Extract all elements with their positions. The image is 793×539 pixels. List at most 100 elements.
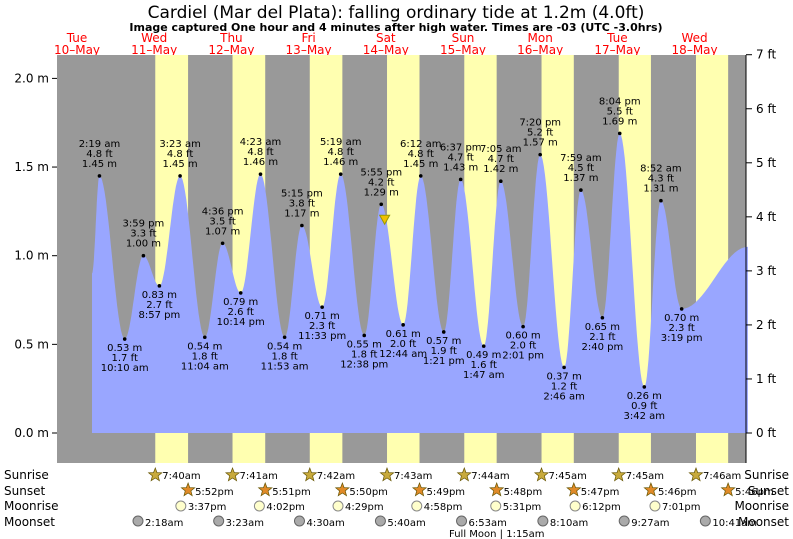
sunset-time: 5:50pm (349, 487, 388, 498)
tide-label: 0.26 m (627, 391, 662, 402)
day-date: 10–May (54, 43, 100, 57)
day-date: 15–May (440, 43, 486, 57)
tide-label: 1.69 m (602, 116, 637, 127)
sunset-row-label-right: Sunset (748, 484, 789, 498)
sunrise-row-label-left: Sunrise (4, 468, 49, 482)
tide-label: 3:19 pm (661, 333, 703, 344)
tide-label: 5.5 ft (607, 106, 633, 117)
tide-label: 4.7 ft (448, 152, 474, 163)
tide-point (157, 284, 162, 288)
day-name: Sun (452, 31, 475, 45)
tide-point (458, 177, 463, 182)
tide-label: 2.0 ft (510, 341, 536, 352)
day-name: Wed (141, 31, 167, 45)
sunset-time: 5:46pm (658, 487, 697, 498)
moonrise-row-label-left: Moonrise (4, 499, 59, 513)
tide-label: 8:04 pm (599, 96, 641, 107)
sunrise-icon (224, 467, 241, 482)
sunset-time: 5:52pm (195, 487, 234, 498)
tide-label: 3:59 pm (123, 219, 165, 230)
tide-point (238, 291, 243, 295)
sunrise-time: 7:45am (549, 471, 587, 482)
tide-label: 0.9 ft (631, 401, 657, 412)
moonrise-icon (332, 500, 344, 512)
sunrise-time: 7:41am (240, 471, 278, 482)
sunset-time: 5:46pm (735, 487, 774, 498)
sunset-icon (257, 482, 273, 497)
tide-label: 1.45 m (82, 159, 117, 170)
tide-label: 7:59 am (560, 153, 602, 164)
tide-point (97, 174, 102, 178)
tide-label: 12:38 pm (340, 359, 388, 370)
tide-area (92, 133, 748, 433)
moonset-icon (456, 515, 468, 527)
tide-point (379, 202, 384, 207)
tide-label: 0.37 m (547, 371, 582, 382)
tide-label: 1.00 m (126, 239, 161, 250)
tide-label: 1.31 m (643, 184, 678, 195)
tide-point (679, 307, 684, 311)
moonset-time: 6:53am (469, 518, 507, 529)
sunset-icon (566, 482, 582, 497)
tide-point (642, 385, 647, 389)
y-tick-label-right: 6 ft (756, 102, 776, 116)
moonrise-time: 3:37pm (188, 502, 227, 513)
astro-rows: Sunrise Sunset Moonrise Moonset Sunrise … (4, 467, 789, 539)
tide-label: 2.3 ft (668, 323, 694, 334)
tide-label: 2.0 ft (390, 339, 416, 350)
tide-point (300, 223, 304, 228)
sunrise-icon (379, 467, 395, 482)
day-date: 16–May (517, 43, 563, 57)
sunrise-time: 7:42am (317, 471, 355, 482)
tide-label: 2:40 pm (582, 342, 624, 353)
tide-label: 0.70 m (664, 313, 699, 324)
tide-label: 3:42 am (624, 411, 666, 422)
tide-point (617, 131, 622, 136)
tide-label: 3.5 ft (209, 216, 235, 227)
moonrise-time: 4:02pm (266, 502, 305, 513)
tide-label: 1.17 m (284, 209, 319, 220)
tide-point (441, 330, 446, 334)
y-tick-label-right: 4 ft (756, 210, 776, 224)
sunset-icon (334, 482, 350, 497)
tide-point (521, 324, 525, 329)
tide-point (498, 179, 503, 184)
tide-label: 6:12 am (400, 139, 442, 150)
tide-label: 1.45 m (403, 159, 438, 170)
moonset-icon (374, 515, 386, 527)
day-date: 12–May (208, 43, 254, 57)
day-date: 11–May (131, 43, 177, 57)
day-name: Tue (66, 31, 88, 45)
tide-label: 0.57 m (426, 336, 461, 347)
day-date: 18–May (672, 43, 718, 57)
moonset-time: 10:41am (712, 518, 757, 529)
tide-label: 6:37 pm (440, 142, 482, 153)
y-tick-label-right: 2 ft (756, 318, 776, 332)
tide-label: 1.42 m (483, 164, 518, 175)
moonset-row-label-left: Moonset (4, 515, 55, 529)
day-name: Thu (219, 31, 243, 45)
moonrise-icon (175, 500, 187, 512)
sunset-icon (180, 482, 196, 497)
moonset-time: 4:30am (306, 518, 344, 529)
tide-label: 8:52 am (640, 164, 682, 175)
moonset-time: 5:40am (387, 518, 425, 529)
tide-point (362, 333, 367, 338)
moonrise-icon (490, 500, 502, 512)
y-tick-label-left: 1.0 m (14, 249, 49, 263)
tide-point (579, 188, 583, 192)
tide-label: 4.3 ft (648, 174, 674, 185)
moonrise-time: 4:29pm (345, 502, 384, 513)
tide-label: 7:20 pm (519, 118, 561, 129)
tide-label: 0.61 m (386, 329, 421, 340)
tide-point (401, 323, 405, 327)
tide-label: 8:57 pm (139, 310, 181, 321)
tide-label: 5:19 am (320, 137, 362, 148)
tide-point (122, 337, 127, 341)
tide-label: 0.53 m (107, 343, 142, 354)
tide-point (538, 152, 542, 157)
tide-label: 4.7 ft (488, 154, 514, 165)
astro-events: 7:40am 7:41am 7:42am 7:43am 7:44am 7:45am 7:45… (132, 467, 774, 529)
moonset-icon (293, 515, 305, 527)
